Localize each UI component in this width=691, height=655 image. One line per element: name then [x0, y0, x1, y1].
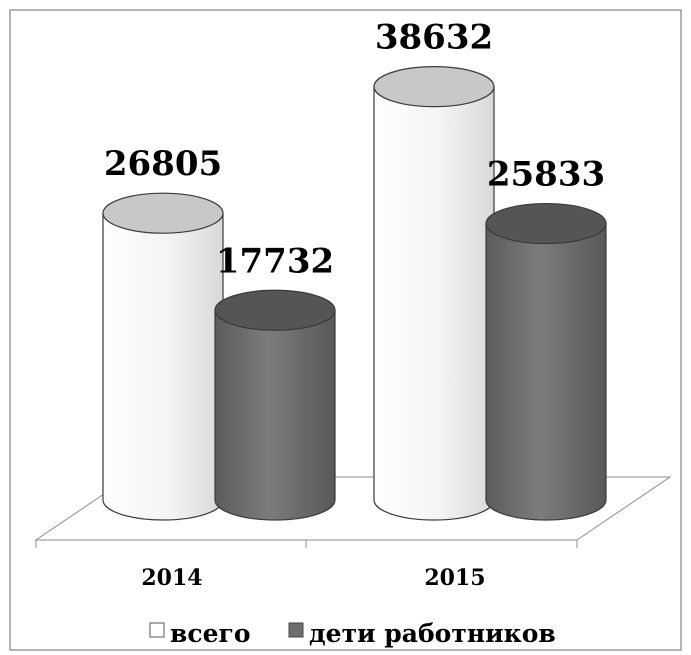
bar-2014-series-1 [214, 289, 336, 521]
category-label: 2015 [424, 565, 485, 591]
value-label: 26805 [104, 144, 222, 184]
bar-body [102, 212, 224, 521]
value-labels-group: 26805 17732 38632 25833 [104, 18, 605, 282]
bar-2015-series-1 [485, 202, 607, 521]
legend-swatch-children [288, 622, 304, 638]
bar-2015-series-0 [373, 66, 495, 521]
category-label: 2014 [141, 565, 202, 591]
bar-top [373, 66, 495, 108]
category-labels-group: 2014 2015 [141, 565, 485, 591]
bar-body [214, 309, 336, 521]
value-label: 25833 [487, 155, 605, 195]
bar-top [485, 202, 607, 245]
bar-top [214, 289, 336, 331]
bar-body [485, 222, 607, 521]
value-label: 17732 [216, 241, 334, 281]
bar-body [373, 86, 495, 521]
bars-group [102, 66, 607, 521]
legend-label-total: всего [170, 619, 251, 648]
bar-2014-series-0 [102, 192, 224, 521]
legend-label-children: дети работников [309, 619, 556, 648]
bar-top [102, 192, 224, 234]
legend-swatch-total [149, 622, 165, 638]
value-label: 38632 [375, 18, 493, 58]
legend: всего дети работников [149, 619, 556, 648]
